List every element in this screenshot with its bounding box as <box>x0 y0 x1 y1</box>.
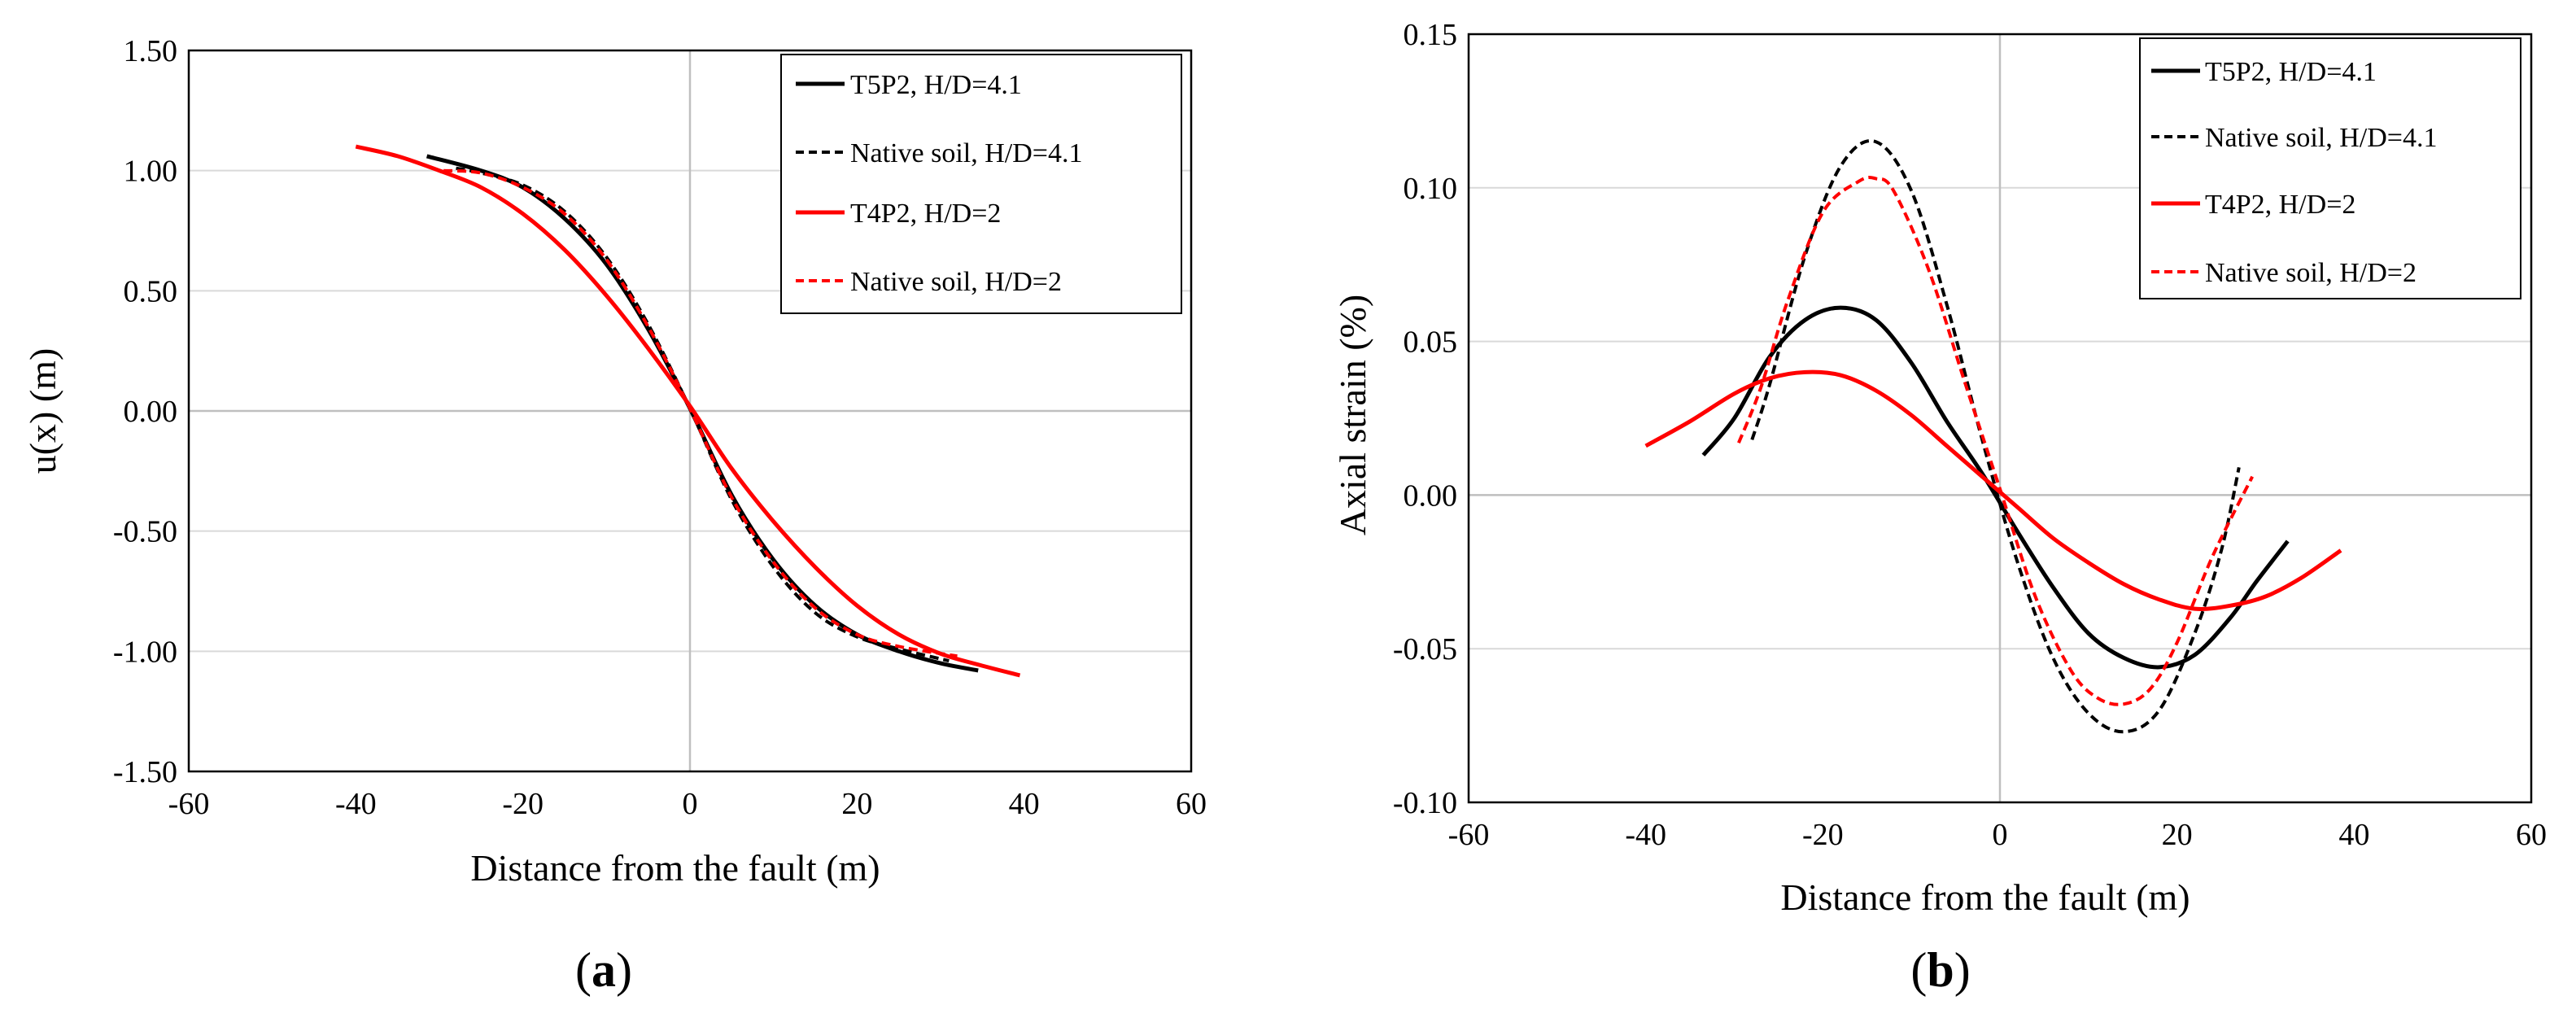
legend-label-b-0: T5P2, H/D=4.1 <box>2205 57 2377 87</box>
legend-b: T5P2, H/D=4.1 Native soil, H/D=4.1 T4P2,… <box>2139 37 2521 299</box>
y-tick-labels-b: 0.15 0.10 0.05 0.00 -0.05 -0.10 <box>1393 18 1457 820</box>
y-tick-label-a-4: -0.50 <box>113 515 177 549</box>
legend-label-a-0: T5P2, H/D=4.1 <box>850 70 1022 100</box>
series-line-b-1 <box>1750 139 2241 734</box>
x-tick-label-b-6: 60 <box>2516 818 2547 852</box>
chart-a: 1.50 1.00 0.50 0.00 -0.50 -1.00 -1.50 -60 -40 -2… <box>22 34 1207 997</box>
x-tick-label-a-0: -60 <box>168 787 210 821</box>
panel-label-a: (a) <box>575 943 632 997</box>
legend-label-b-2: T4P2, H/D=2 <box>2205 190 2356 220</box>
y-tick-label-a-0: 1.50 <box>124 34 178 68</box>
panel-letter-a: a <box>592 943 616 997</box>
series-group-a <box>355 144 1021 678</box>
y-tick-label-b-5: -0.10 <box>1393 786 1457 820</box>
y-tick-label-a-2: 0.50 <box>124 274 178 308</box>
x-axis-label-a: Distance from the fault (m) <box>470 847 880 889</box>
y-tick-label-a-3: 0.00 <box>124 395 178 429</box>
x-tick-label-b-4: 20 <box>2162 818 2193 852</box>
series-group-b <box>1644 139 2342 734</box>
y-tick-label-b-2: 0.05 <box>1404 325 1458 360</box>
x-tick-label-a-6: 60 <box>1176 787 1207 821</box>
y-tick-label-b-3: 0.00 <box>1404 478 1458 513</box>
x-tick-label-a-5: 40 <box>1009 787 1040 821</box>
panel-label-b: (b) <box>1910 943 1970 997</box>
x-tick-label-a-1: -40 <box>335 787 377 821</box>
y-axis-label-a: u(x) (m) <box>22 348 63 474</box>
x-tick-labels-a: -60 -40 -20 0 20 40 60 <box>168 787 1207 821</box>
legend-label-b-1: Native soil, H/D=4.1 <box>2205 123 2437 153</box>
legend-label-a-2: T4P2, H/D=2 <box>850 199 1001 229</box>
series-line-b-3 <box>1737 176 2254 706</box>
legend-label-b-3: Native soil, H/D=2 <box>2205 258 2417 288</box>
series-line-b-2 <box>1644 369 2342 611</box>
chart-b: 0.15 0.10 0.05 0.00 -0.05 -0.10 -60 -40 -20 0 20 4… <box>1332 18 2547 997</box>
plot-border-a <box>187 49 1193 773</box>
legend-label-a-1: Native soil, H/D=4.1 <box>850 138 1082 168</box>
x-tick-label-a-3: 0 <box>683 787 698 821</box>
y-tick-label-a-5: -1.00 <box>113 635 177 669</box>
x-tick-label-b-0: -60 <box>1448 818 1490 852</box>
x-tick-label-a-4: 20 <box>841 787 872 821</box>
x-axis-label-b: Distance from the fault (m) <box>1780 876 2190 918</box>
x-tick-label-b-3: 0 <box>1993 818 2008 852</box>
y-tick-label-a-6: -1.50 <box>113 755 177 789</box>
y-tick-label-b-4: -0.05 <box>1393 632 1457 666</box>
legend-a: T5P2, H/D=4.1 Native soil, H/D=4.1 T4P2,… <box>780 54 1182 314</box>
x-tick-labels-b: -60 -40 -20 0 20 40 60 <box>1448 818 2547 852</box>
series-line-a-3 <box>443 168 958 658</box>
x-tick-label-b-5: 40 <box>2338 818 2369 852</box>
legend-box-b <box>2139 37 2521 299</box>
panel-letter-b: b <box>1927 943 1954 997</box>
y-tick-label-b-0: 0.15 <box>1404 18 1458 52</box>
y-tick-label-b-1: 0.10 <box>1404 172 1458 206</box>
plot-border-b <box>1467 33 2533 804</box>
x-tick-label-b-1: -40 <box>1625 818 1666 852</box>
x-tick-label-b-2: -20 <box>1802 818 1844 852</box>
y-axis-label-b: Axial strain (%) <box>1332 295 1373 535</box>
x-tick-label-a-2: -20 <box>502 787 544 821</box>
y-tick-label-a-1: 1.00 <box>124 155 178 189</box>
y-tick-labels-a: 1.50 1.00 0.50 0.00 -0.50 -1.00 -1.50 <box>113 34 177 789</box>
legend-label-a-3: Native soil, H/D=2 <box>850 267 1062 297</box>
zero-lines-b <box>1469 34 2531 802</box>
legend-box-a <box>780 54 1182 314</box>
series-line-b-0 <box>1701 305 2290 670</box>
